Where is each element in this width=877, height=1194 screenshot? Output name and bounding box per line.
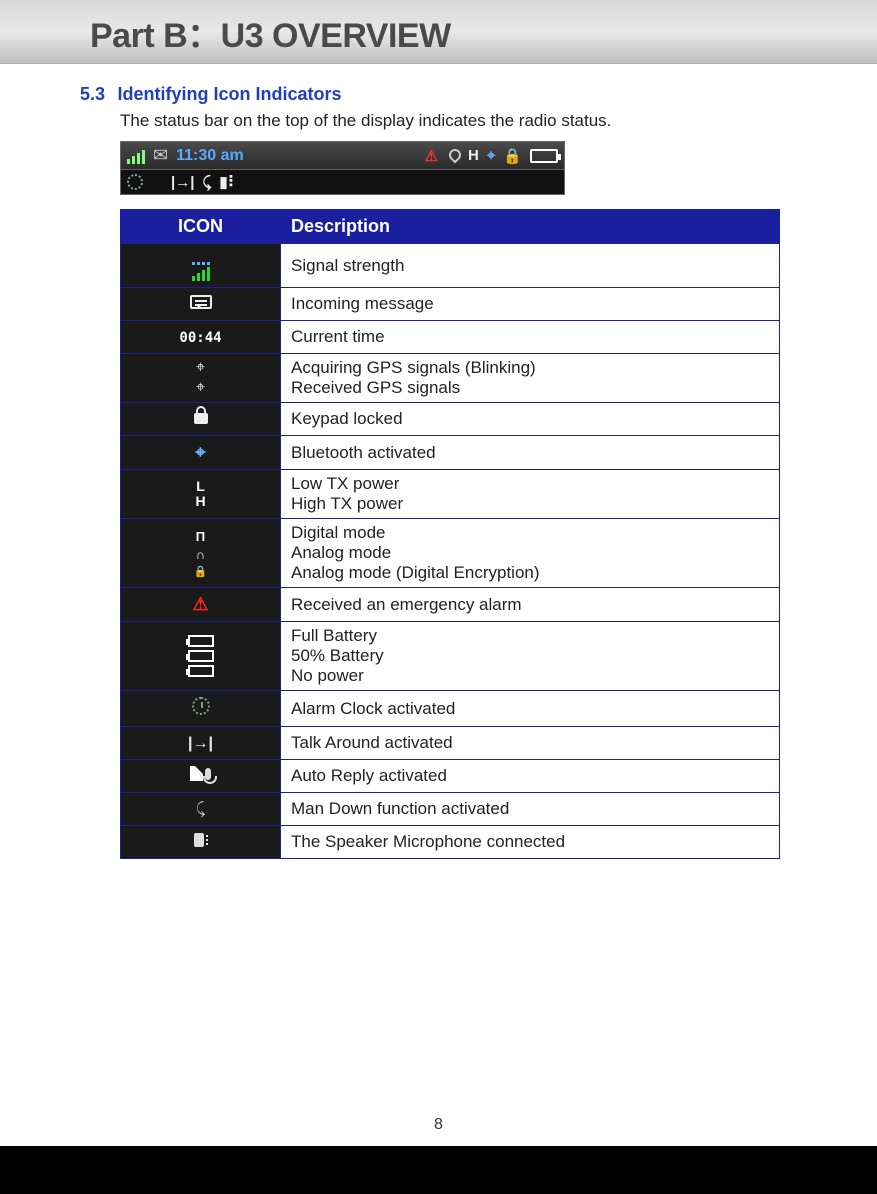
icon-cell-alert: ⚠ (121, 588, 281, 622)
table-row: Signal strength (121, 244, 780, 288)
table-row: |→| Talk Around activated (121, 727, 780, 760)
mode-icon: Π∩🔒 (125, 529, 276, 578)
section-intro: The status bar on the top of the display… (120, 111, 797, 131)
desc-cell: Incoming message (281, 288, 780, 321)
icon-cell-talk: |→| (121, 727, 281, 760)
desc-cell: Talk Around activated (281, 727, 780, 760)
desc-cell: Digital mode Analog mode Analog mode (Di… (281, 519, 780, 588)
icon-cell-battery (121, 622, 281, 691)
battery-icon (530, 149, 558, 163)
desc-cell: The Speaker Microphone connected (281, 826, 780, 859)
icon-cell-alarmclk (121, 691, 281, 727)
icon-cell-mode: Π∩🔒 (121, 519, 281, 588)
talk-around-icon: |→| (171, 174, 194, 191)
table-row: Full Battery 50% Battery No power (121, 622, 780, 691)
table-row: Incoming message (121, 288, 780, 321)
bluetooth-icon: ⌖ (487, 147, 495, 164)
icon-cell-gps: ⌖⌖ (121, 354, 281, 403)
lock-icon (194, 413, 208, 424)
page: Part B：U3 OVERVIEW 5.3 Identifying Icon … (0, 0, 877, 1194)
section-heading: 5.3 Identifying Icon Indicators (80, 84, 797, 105)
status-bar-row-1: ✉ 11:30 am ⚠ H ⌖ 🔒 (121, 142, 564, 170)
icon-cell-message (121, 288, 281, 321)
man-down-icon: ⤹ (202, 174, 211, 191)
lock-badge-icon: 🔒 (503, 147, 522, 165)
desc-cell: Bluetooth activated (281, 436, 780, 470)
col-icon: ICON (121, 210, 281, 244)
envelope-icon: ✉ (153, 145, 168, 166)
table-row: The Speaker Microphone connected (121, 826, 780, 859)
table-row: Keypad locked (121, 403, 780, 436)
section-number: 5.3 (80, 84, 105, 105)
table-row: Auto Reply activated (121, 760, 780, 793)
desc-cell: Auto Reply activated (281, 760, 780, 793)
icon-cell-spkmic (121, 826, 281, 859)
desc-cell: Low TX power High TX power (281, 470, 780, 519)
icon-cell-auto (121, 760, 281, 793)
icon-cell-time: 00:44 (121, 321, 281, 354)
desc-cell: Signal strength (281, 244, 780, 288)
desc-cell: Acquiring GPS signals (Blinking) Receive… (281, 354, 780, 403)
gps-icon (446, 149, 460, 163)
table-row: Alarm Clock activated (121, 691, 780, 727)
signal-strength-icon (192, 262, 210, 281)
icon-cell-mandown: ⤹ (121, 793, 281, 826)
status-bar-row-2: |→| ⤹ ▮⠇ (121, 170, 564, 194)
content: 5.3 Identifying Icon Indicators The stat… (0, 64, 877, 859)
battery-icons (125, 635, 276, 677)
desc-cell: Full Battery 50% Battery No power (281, 622, 780, 691)
header-bar: Part B：U3 OVERVIEW (0, 0, 877, 64)
table-row: ⌖ Bluetooth activated (121, 436, 780, 470)
speaker-mic-icon (194, 833, 208, 847)
signal-icon (127, 148, 145, 164)
desc-cell: Man Down function activated (281, 793, 780, 826)
lh-power-icon: LH (125, 479, 276, 510)
footer-bar (0, 1146, 877, 1194)
desc-cell: Keypad locked (281, 403, 780, 436)
gps-icon: ⌖⌖ (125, 360, 276, 396)
alert-icon: ⚠ (425, 147, 438, 165)
alarm-clock-icon (192, 697, 210, 715)
desc-cell: Received an emergency alarm (281, 588, 780, 622)
icon-cell-signal (121, 244, 281, 288)
table-row: LH Low TX power High TX power (121, 470, 780, 519)
col-description: Description (281, 210, 780, 244)
desc-cell: Alarm Clock activated (281, 691, 780, 727)
status-bar-example: ✉ 11:30 am ⚠ H ⌖ 🔒 |→| ⤹ ▮⠇ (120, 141, 565, 195)
table-row: ⚠ Received an emergency alarm (121, 588, 780, 622)
table-body: Signal strength Incoming message 00:44 C… (121, 244, 780, 859)
page-number: 8 (0, 1116, 877, 1134)
section-title: Identifying Icon Indicators (117, 84, 341, 104)
h-icon: H (468, 147, 479, 164)
table-row: ⤹ Man Down function activated (121, 793, 780, 826)
speaker-mic-icon: ▮⠇ (219, 173, 238, 191)
page-title: Part B：U3 OVERVIEW (90, 17, 451, 55)
auto-reply-icon (190, 766, 211, 781)
table-row: ⌖⌖ Acquiring GPS signals (Blinking) Rece… (121, 354, 780, 403)
status-time: 11:30 am (176, 147, 244, 165)
man-down-icon: ⤹ (196, 801, 206, 818)
desc-cell: Current time (281, 321, 780, 354)
table-row: Π∩🔒 Digital mode Analog mode Analog mode… (121, 519, 780, 588)
icon-cell-bluetooth: ⌖ (121, 436, 281, 470)
icon-cell-lock (121, 403, 281, 436)
emergency-alert-icon: ⚠ (192, 594, 208, 614)
talk-around-icon: |→| (188, 735, 213, 752)
time-icon: 00:44 (179, 330, 221, 346)
alarm-icon (127, 174, 143, 190)
icon-table: ICON Description Signal strength (120, 209, 780, 859)
icon-cell-lh: LH (121, 470, 281, 519)
table-header-row: ICON Description (121, 210, 780, 244)
bluetooth-icon: ⌖ (195, 442, 205, 462)
table-row: 00:44 Current time (121, 321, 780, 354)
message-icon (190, 295, 212, 309)
